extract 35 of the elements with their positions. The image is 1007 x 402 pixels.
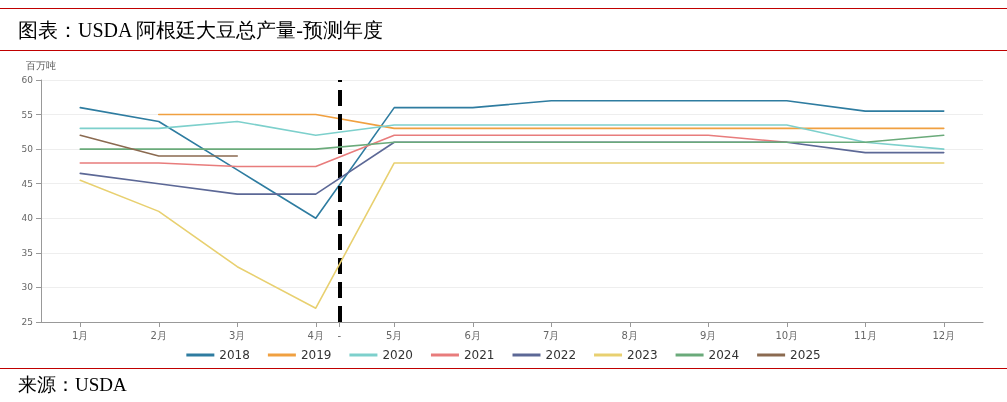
legend-label: 2019 [300, 348, 332, 362]
y-tick-label: 55 [21, 109, 33, 120]
line-series [79, 120, 945, 150]
x-tick-label: 6月 [464, 329, 481, 341]
x-tick-label: 3月 [229, 329, 246, 341]
line-series [79, 99, 945, 220]
legend-label: 2020 [382, 348, 413, 362]
legend-label: 2018 [219, 348, 250, 362]
y-tick-label: 50 [21, 144, 34, 155]
legend-label: 2022 [545, 348, 577, 362]
y-tick-label: 35 [21, 247, 33, 258]
x-tick-label: 9月 [700, 329, 717, 341]
y-tick-label: 60 [21, 75, 34, 85]
x-tick-label: 2月 [150, 329, 167, 341]
y-tick-label: 40 [21, 213, 34, 224]
legend-label: 2021 [463, 348, 495, 362]
x-tick-label: 10月 [775, 329, 799, 341]
y-axis-title: 百万吨 [26, 59, 56, 71]
y-tick-label: 25 [21, 317, 33, 327]
line-series [79, 162, 945, 309]
legend-label: 2023 [627, 348, 658, 362]
x-tick-label: 11月 [853, 329, 877, 341]
legend-label: 2025 [790, 348, 821, 362]
x-tick-label: 7月 [543, 329, 560, 341]
x-tick-label: 1月 [72, 329, 89, 341]
x-tick-label: 8月 [621, 329, 638, 341]
y-tick-label: 30 [21, 282, 34, 293]
legend-label: 2024 [708, 348, 740, 362]
y-tick-label: 45 [21, 178, 33, 189]
x-tick-label: - [337, 329, 342, 341]
source-note: 来源：USDA [0, 368, 1007, 402]
chart-title: 图表：USDA 阿根廷大豆总产量-预测年度 [0, 8, 1007, 51]
x-tick-label: 5月 [386, 329, 403, 341]
x-tick-label: 12月 [932, 329, 956, 341]
x-tick-label: 4月 [307, 329, 324, 341]
